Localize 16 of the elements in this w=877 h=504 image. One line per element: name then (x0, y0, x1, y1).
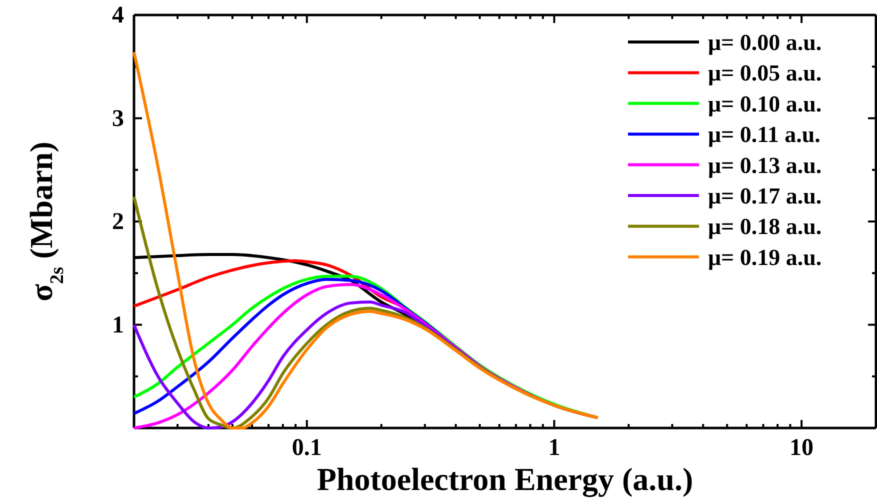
y-tick-label: 1 (112, 312, 124, 338)
y-tick-label: 4 (112, 2, 124, 29)
x-axis-title: Photoelectron Energy (a.u.) (316, 461, 694, 498)
x-tick-label: 0.1 (292, 435, 322, 462)
legend-label: μ= 0.19 a.u. (708, 244, 822, 270)
y-tick-label: 3 (112, 106, 124, 132)
legend-label: μ= 0.00 a.u. (708, 30, 822, 55)
legend-label: μ= 0.05 a.u. (708, 60, 822, 86)
x-tick-label: 1 (548, 435, 560, 462)
legend-label: μ= 0.10 a.u. (708, 91, 822, 116)
legend-label: μ= 0.18 a.u. (708, 214, 822, 240)
x-tick-label: 10 (790, 435, 814, 462)
legend-label: μ= 0.13 a.u. (708, 152, 822, 178)
legend-label: μ= 0.11 a.u. (708, 122, 820, 148)
legend-label: μ= 0.17 a.u. (708, 184, 822, 208)
y-tick-label: 2 (112, 209, 124, 236)
